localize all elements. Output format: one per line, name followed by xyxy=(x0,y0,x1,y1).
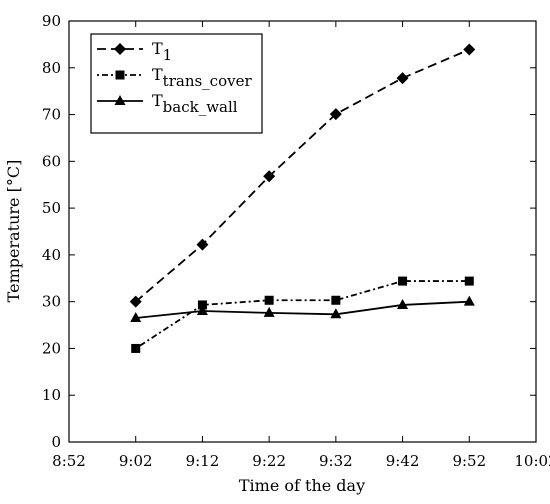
y-tick-label: 80 xyxy=(42,59,61,77)
data-point xyxy=(130,312,142,323)
y-tick-label: 50 xyxy=(42,199,61,217)
legend-marker xyxy=(115,70,125,80)
data-point xyxy=(196,238,209,251)
data-point xyxy=(398,276,408,286)
data-point xyxy=(129,295,142,308)
x-tick-label: 8:52 xyxy=(52,452,86,470)
data-point xyxy=(263,306,275,317)
series-layer xyxy=(129,43,476,353)
data-point xyxy=(329,108,342,121)
legend-label: Ttrans_cover xyxy=(152,65,252,90)
plot-frame xyxy=(68,20,537,443)
legend-label-subscript: back_wall xyxy=(163,98,238,116)
series-line xyxy=(135,280,470,350)
data-point xyxy=(197,300,207,310)
axes: 0 10 20 30 40 50 60 70 80 90 8:52 9:02 9:12 9:22 9:32 9… xyxy=(42,12,550,470)
legend-label-main: T xyxy=(152,39,163,58)
legend-label-main: T xyxy=(152,91,163,110)
series-line xyxy=(135,300,470,319)
legend-marker xyxy=(114,43,126,55)
data-point xyxy=(397,298,409,309)
data-point xyxy=(131,343,141,353)
y-tick-label: 0 xyxy=(51,433,61,451)
legend-label-subscript: 1 xyxy=(163,46,173,64)
series-ttrans-cover xyxy=(131,276,474,353)
data-point xyxy=(330,308,342,319)
data-point xyxy=(463,295,475,306)
data-point xyxy=(196,305,208,316)
series-line xyxy=(135,48,470,303)
x-tick-label: 9:42 xyxy=(386,452,420,470)
y-tick-label: 90 xyxy=(42,12,61,30)
x-axis-label: Time of the day xyxy=(239,476,365,495)
legend-label: Tback_wall xyxy=(152,91,238,116)
y-tick-label: 70 xyxy=(42,106,61,124)
series-tback-wall xyxy=(130,295,475,323)
y-tick-label: 20 xyxy=(42,339,61,357)
x-tick-label: 9:12 xyxy=(186,452,220,470)
x-tick-label: 9:02 xyxy=(119,452,153,470)
data-point xyxy=(396,72,409,85)
data-point xyxy=(331,295,341,305)
x-tick-label: 9:22 xyxy=(252,452,286,470)
y-tick-label: 10 xyxy=(42,386,61,404)
legend-label: T1 xyxy=(152,39,172,64)
y-tick-label: 60 xyxy=(42,152,61,170)
x-tick-label: 10:02 xyxy=(514,452,550,470)
legend-label-subscript: trans_cover xyxy=(163,72,253,90)
data-point xyxy=(463,43,476,56)
legend-marker xyxy=(114,95,126,105)
x-tick-label: 9:32 xyxy=(319,452,353,470)
y-tick-label: 30 xyxy=(42,293,61,311)
legend-label-main: T xyxy=(152,65,163,84)
x-tick-label: 9:52 xyxy=(452,452,486,470)
data-point xyxy=(263,170,276,183)
series-t1 xyxy=(129,43,476,308)
y-tick-label: 40 xyxy=(42,246,61,264)
data-point xyxy=(464,276,474,286)
y-axis-label: Temperature [°C] xyxy=(4,160,23,303)
data-point xyxy=(264,295,274,305)
